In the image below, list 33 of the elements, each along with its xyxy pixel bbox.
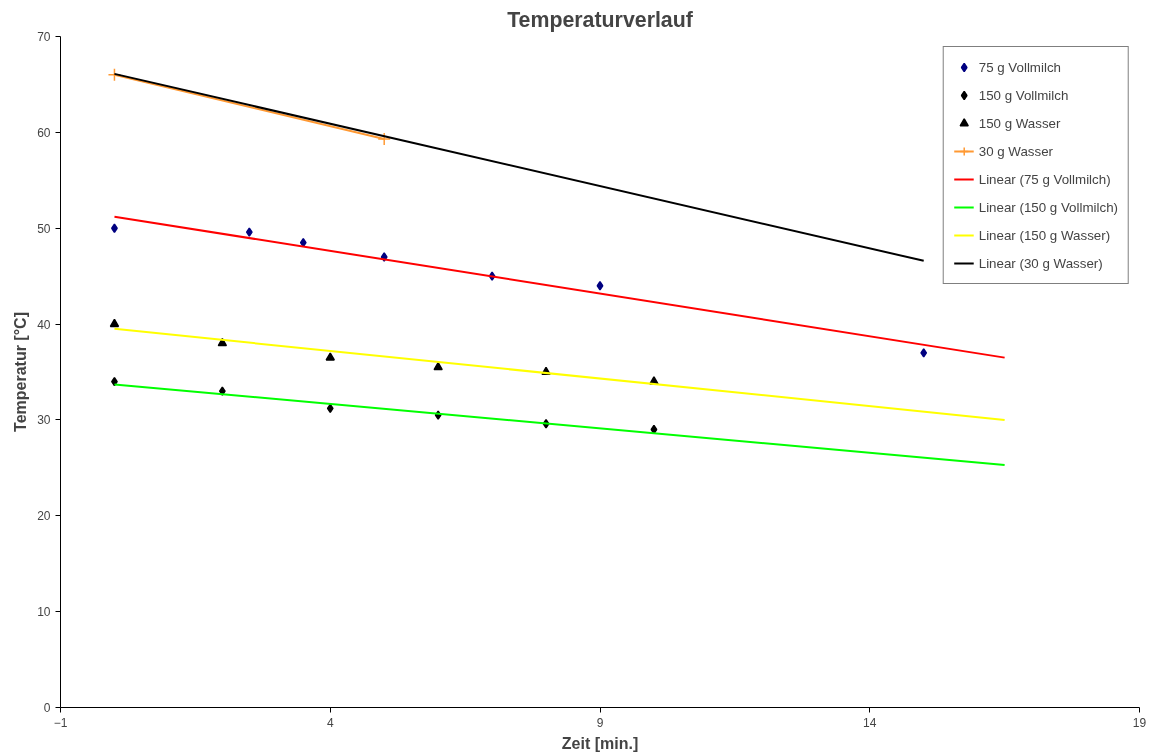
y-tick-label: 70 [37, 30, 51, 44]
point [245, 227, 253, 237]
point [109, 318, 120, 328]
y-axis-title: Temperatur [°C] [12, 312, 30, 432]
point [326, 403, 334, 414]
legend-label: Linear (30 g Wasser) [978, 255, 1103, 271]
y-tick-label: 40 [37, 317, 51, 332]
legend-label: Linear (150 g Wasser) [978, 227, 1111, 243]
legend-label: 75 g Vollmilch [978, 59, 1061, 75]
x-tick-label: 19 [1132, 715, 1147, 730]
point [377, 132, 391, 146]
y-tick-label: 50 [37, 221, 51, 236]
x-tick-label: 9 [596, 715, 604, 730]
point [920, 348, 928, 358]
y-tick-label: 60 [37, 125, 51, 140]
point [325, 352, 335, 361]
legend-label: Linear (150 g Vollmilch) [978, 199, 1118, 215]
legend-label: Linear (75 g Vollmilch) [978, 171, 1111, 187]
x-axis-title: Zeit [min.] [561, 734, 639, 752]
point [111, 223, 118, 233]
point [433, 361, 443, 371]
y-tick-label: 20 [37, 509, 51, 524]
y-tick-label: 10 [37, 605, 51, 620]
x-tick-label: 4 [326, 715, 334, 730]
legend-label: 30 g Wasser [978, 143, 1054, 159]
chart-title: Temperaturverlauf [507, 7, 694, 32]
x-tick-label: −1 [53, 715, 68, 730]
x-tick-label: 14 [863, 715, 877, 730]
y-tick-label: 0 [43, 701, 51, 715]
point [596, 280, 604, 291]
legend-label: 150 g Vollmilch [978, 87, 1069, 103]
y-tick-label: 30 [37, 413, 51, 428]
legend-label: 150 g Wasser [978, 115, 1061, 131]
